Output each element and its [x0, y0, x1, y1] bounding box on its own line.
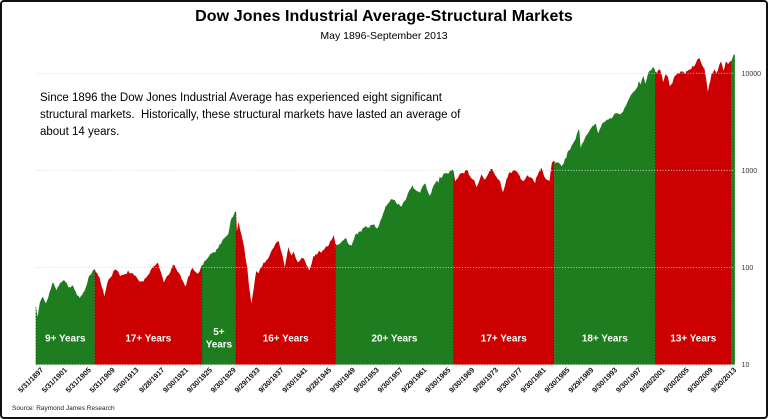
x-tick-label: 9/20/2013: [709, 366, 738, 395]
chart-title: Dow Jones Industrial Average-Structural …: [195, 8, 573, 25]
annotation-line-3: about 14 years.: [40, 126, 120, 138]
segment-labels: 9+ Years 17+ Years 5+ Years 16+ Years 20+ Yea…: [45, 327, 717, 351]
segment-duration-label: 18+ Years: [582, 334, 628, 345]
y-tick-label: 10000: [742, 71, 761, 78]
segment-duration-label: 16+ Years: [263, 334, 309, 345]
source-label: Source: Raymond James Research: [12, 405, 115, 412]
market-segment-area: [655, 58, 732, 365]
segment-duration-label: 13+ Years: [670, 334, 716, 345]
x-tick-label: 5/30/1913: [111, 366, 140, 395]
segment-duration-label: Years: [206, 340, 233, 351]
market-segment-area: [335, 169, 454, 365]
area-segments: [35, 54, 735, 365]
annotation-line-2: structural markets. Historically, these …: [40, 109, 461, 121]
segment-duration-label: 9+ Years: [45, 334, 86, 345]
segment-duration-label: 17+ Years: [125, 334, 171, 345]
segment-duration-label: 17+ Years: [481, 334, 527, 345]
chart-subtitle: May 1896-September 2013: [320, 30, 448, 42]
x-axis-labels: 5/31/18975/31/19015/31/19055/31/19095/30…: [16, 366, 738, 395]
chart-annotation: Since 1896 the Dow Jones Industrial Aver…: [40, 90, 460, 141]
market-segment-area: [453, 160, 555, 365]
y-tick-label: 1000: [742, 168, 758, 175]
market-segment-area: [201, 211, 236, 365]
segment-duration-label: 20+ Years: [371, 334, 417, 345]
market-segment-area: [94, 262, 202, 365]
annotation-line-1: Since 1896 the Dow Jones Industrial Aver…: [40, 92, 442, 104]
segment-duration-label: 5+: [213, 327, 225, 338]
market-segment-area: [35, 269, 95, 365]
y-axis-labels: 10 100 1000 10000: [742, 71, 761, 369]
y-tick-label: 10: [742, 362, 750, 369]
market-segment-area: [554, 66, 656, 365]
market-segment-area: [235, 211, 336, 365]
segment-boundaries: [35, 62, 732, 365]
market-segment-area: [731, 54, 735, 365]
gridlines: [35, 72, 735, 366]
y-tick-label: 100: [742, 265, 754, 272]
